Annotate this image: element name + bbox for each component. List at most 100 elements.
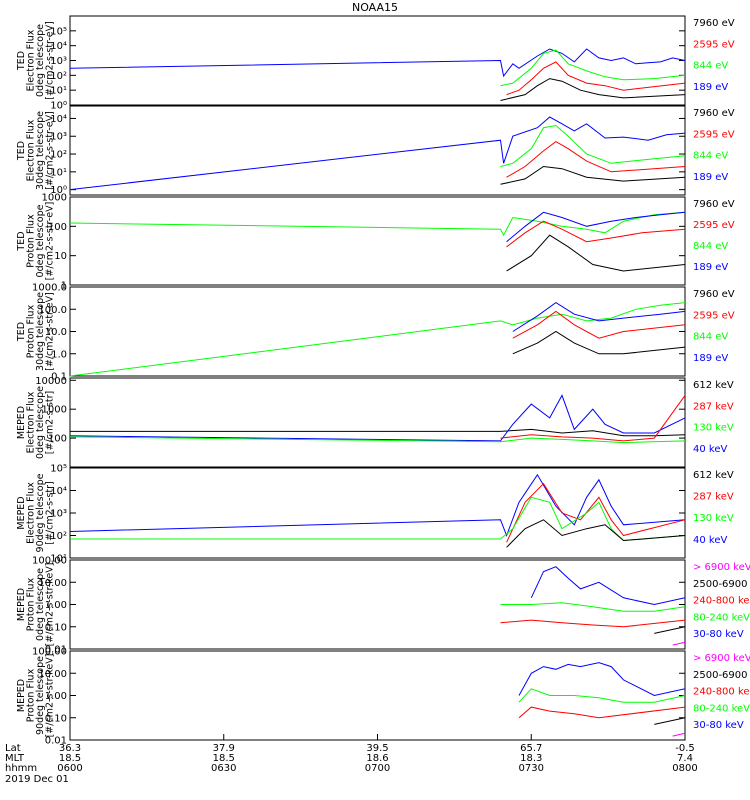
legend-entry: 80-240 keV (693, 703, 750, 714)
y-axis-label-line: [#/cm2-s-str-eV] (45, 292, 56, 371)
series-line (69, 48, 686, 78)
series-line (518, 688, 686, 703)
y-tick-label: 10⁰ (50, 185, 67, 196)
y-tick-label: 10¹ (50, 86, 67, 97)
legend-entry: 30-80 keV (693, 720, 744, 731)
legend-entry: 844 eV (693, 151, 728, 162)
y-axis-label-line: 30deg telescope (35, 111, 46, 190)
y-tick-label: 10¹ (50, 167, 67, 178)
x-tick-hhmm: 0730 (519, 763, 544, 774)
legend-entry: 189 eV (693, 82, 728, 93)
x-tick-hhmm: 0700 (365, 763, 390, 774)
y-axis-label-line: [#/cm2-s-str-eV] (45, 202, 56, 281)
y-axis-label-line: MEPED (16, 406, 27, 439)
legend-entry: 844 eV (693, 332, 728, 343)
legend-entry: 612 keV (693, 380, 734, 391)
legend-entry: > 6900 keV (693, 653, 750, 664)
y-axis-label-line: Proton Flux (26, 214, 37, 268)
x-tick-lat: 65.7 (520, 743, 542, 754)
y-axis-label-line: Proton Flux (26, 577, 37, 631)
legend-entry: 287 keV (693, 492, 734, 503)
y-axis-label-line: 0deg telescope (35, 24, 46, 97)
y-axis-label-line: MEPED (16, 679, 27, 712)
series-line (506, 211, 686, 243)
series-line (530, 566, 686, 606)
series-line (506, 61, 686, 96)
legend-entry: 287 keV (693, 401, 734, 412)
series-line (506, 482, 686, 543)
y-axis-label-line: Electron Flux (26, 482, 37, 544)
legend-entry: 240-800 ke (693, 596, 750, 607)
y-axis-label-line: TED (16, 141, 27, 161)
y-tick-label: 10.0 (45, 327, 67, 338)
legend-entry: 2595 eV (693, 129, 735, 140)
series-line (500, 619, 686, 628)
legend-entry: 844 eV (693, 241, 728, 252)
y-axis-label-line: 30deg telescope (35, 292, 46, 371)
legend-entry: 80-240 keV (693, 612, 750, 623)
plot-frame (69, 377, 686, 468)
legend-entry: 189 eV (693, 262, 728, 273)
legend-entry: 7960 eV (693, 199, 735, 210)
y-tick-label: 10000 (35, 376, 67, 387)
x-tick-mlt: 18.5 (59, 753, 81, 764)
legend-entry: 2500-6900 (693, 670, 748, 681)
y-tick-label: 10³ (50, 56, 67, 67)
y-tick-label: 0.10 (45, 713, 67, 724)
y-tick-label: 10³ (50, 132, 67, 143)
legend-entry: 7960 eV (693, 108, 735, 119)
y-tick-label: 1.00 (45, 691, 67, 702)
series-line (70, 428, 686, 437)
y-tick-label: 10² (50, 71, 67, 82)
y-tick-label: 100.00 (32, 556, 67, 567)
legend-entry: 130 keV (693, 513, 734, 524)
y-tick-label: 1000 (42, 193, 67, 204)
legend-entry: 40 keV (693, 535, 727, 546)
legend-entry: 2500-6900 (693, 579, 748, 590)
y-tick-label: 10.00 (38, 578, 67, 589)
y-tick-label: 0.01 (45, 736, 67, 747)
x-row-label: hhmm (5, 763, 37, 774)
series-line (512, 301, 686, 332)
legend-entry: 30-80 keV (693, 629, 744, 640)
y-tick-label: 1000.0 (32, 283, 67, 294)
y-tick-label: 10² (50, 531, 67, 542)
y-tick-label: 10⁴ (50, 114, 67, 125)
series-line (500, 78, 686, 101)
date-label: 2019 Dec 01 (5, 774, 69, 785)
legend-entry: 7960 eV (693, 18, 735, 29)
y-axis-label-line: TED (16, 231, 27, 251)
series-line (69, 116, 686, 191)
legend-entry: 7960 eV (693, 289, 735, 300)
y-tick-label: 100.0 (38, 305, 67, 316)
y-axis-label-line: 0deg telescope (35, 568, 46, 641)
y-axis-label-line: [#/cm2-s-str-eV] (45, 111, 56, 190)
y-tick-label: 100 (48, 434, 67, 445)
plot-frame (69, 15, 686, 106)
y-tick-label: 10² (50, 150, 67, 161)
x-row-label: Lat (5, 743, 21, 754)
y-axis-label-line: Electron Flux (26, 391, 37, 453)
y-tick-label: 100.00 (32, 647, 67, 658)
y-tick-label: 10⁵ (50, 26, 67, 37)
x-tick-lat: 36.3 (59, 743, 81, 754)
x-row-label: MLT (5, 753, 25, 764)
plot-frame (69, 286, 686, 377)
series-line (512, 310, 686, 339)
y-tick-label: 1.00 (45, 600, 67, 611)
x-tick-lat: -0.5 (675, 743, 695, 754)
y-tick-label: 1.0 (51, 349, 67, 360)
y-tick-label: 0.1 (51, 372, 67, 383)
y-axis-label-line: 0deg telescope (35, 386, 46, 459)
y-axis-label-line: 90deg telescope (35, 656, 46, 735)
